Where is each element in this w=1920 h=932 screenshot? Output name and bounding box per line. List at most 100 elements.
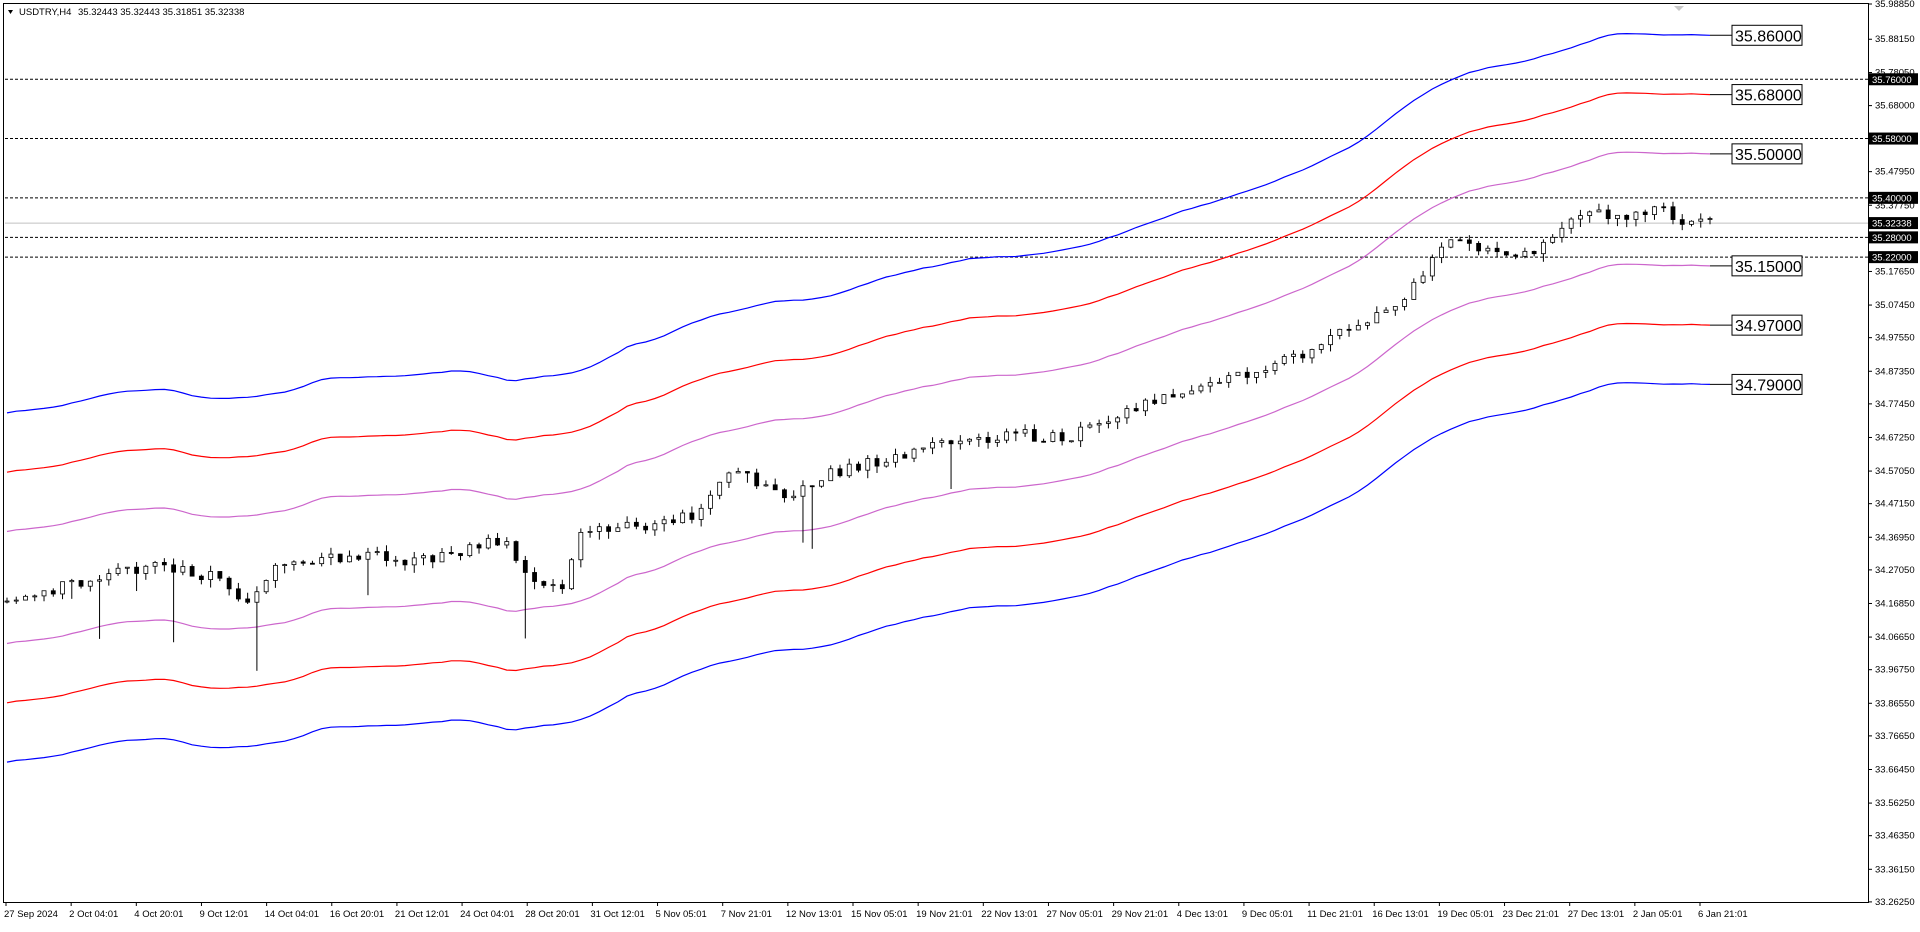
y-tick-label: 34.27050 xyxy=(1875,565,1915,576)
x-tick-label: 22 Nov 13:01 xyxy=(981,909,1038,920)
candle-body xyxy=(402,559,408,566)
symbol-label: USDTRY,H4 xyxy=(19,7,71,18)
candle-body xyxy=(226,577,232,590)
level-price-marker-box xyxy=(1869,231,1918,244)
y-tick-label: 35.17650 xyxy=(1875,266,1915,277)
candle xyxy=(994,434,1000,447)
candle-body xyxy=(1161,394,1167,404)
x-tick-label: 16 Dec 13:01 xyxy=(1372,909,1429,920)
x-tick-label: 29 Nov 21:01 xyxy=(1112,909,1169,920)
candle xyxy=(930,437,935,455)
candle-body xyxy=(4,600,10,603)
level-price-marker-box xyxy=(1869,73,1918,86)
x-tick-label: 5 Nov 05:01 xyxy=(656,909,707,920)
candle-body xyxy=(1513,254,1519,257)
candle xyxy=(1587,210,1593,223)
candle xyxy=(1707,216,1713,225)
candle xyxy=(522,555,528,639)
candle-body xyxy=(1309,349,1315,359)
candle-body xyxy=(680,512,686,524)
y-tick-label: 34.06650 xyxy=(1875,632,1915,643)
candle-body xyxy=(698,507,704,520)
candle-body xyxy=(208,571,214,580)
candle xyxy=(1652,205,1657,220)
candle-body xyxy=(902,454,908,459)
candle-body xyxy=(1578,215,1583,220)
candle-body xyxy=(69,580,75,583)
level-price-marker: 35.58000 xyxy=(1872,134,1912,145)
candle xyxy=(532,567,537,590)
y-tick-label: 34.36950 xyxy=(1875,532,1915,543)
candle xyxy=(115,563,121,576)
y-tick-label: 33.26250 xyxy=(1875,897,1915,908)
candle xyxy=(1392,306,1398,316)
candle xyxy=(1244,367,1250,385)
candle-body xyxy=(485,537,491,549)
candle xyxy=(291,560,297,571)
level-price-marker: 35.40000 xyxy=(1872,193,1912,204)
candle-body xyxy=(1031,429,1037,442)
level-price-marker: 35.76000 xyxy=(1872,75,1912,86)
candle-body xyxy=(1207,381,1213,387)
candle xyxy=(1466,235,1472,251)
candle-body xyxy=(23,595,28,601)
candle-body xyxy=(1133,408,1139,412)
candle xyxy=(1402,297,1407,311)
candle-body xyxy=(772,484,778,491)
candle xyxy=(1013,428,1019,442)
candle-body xyxy=(448,552,454,554)
price-axis[interactable]: 35.9885035.8815035.7805035.6800035.57950… xyxy=(1868,0,1915,908)
x-tick-label: 28 Oct 20:01 xyxy=(525,909,579,920)
candle xyxy=(745,471,750,483)
candle-body xyxy=(643,525,649,531)
candle xyxy=(809,485,815,549)
candle xyxy=(106,568,112,586)
band-line xyxy=(6,382,1711,763)
band-label: 35.86000 xyxy=(1735,28,1802,45)
time-axis[interactable]: 27 Sep 2024 2 Oct 04:01 4 Oct 20:01 9 Oct 1… xyxy=(4,902,1748,920)
scroll-marker-icon[interactable] xyxy=(1674,6,1684,11)
candle-body xyxy=(578,531,584,561)
candle xyxy=(661,515,667,532)
candle xyxy=(1337,328,1343,340)
candle-body xyxy=(365,551,371,560)
candle-body xyxy=(745,471,750,474)
candle-body xyxy=(1541,241,1546,255)
band-line xyxy=(6,92,1711,473)
x-tick-label: 6 Jan 21:01 xyxy=(1698,909,1748,920)
collapse-triangle-icon[interactable] xyxy=(8,10,13,14)
candle-body xyxy=(1041,440,1047,443)
candle xyxy=(134,561,139,592)
candle xyxy=(680,509,686,524)
candle-body xyxy=(1439,246,1444,258)
candle xyxy=(476,542,482,554)
candle-body xyxy=(809,485,815,488)
candle xyxy=(976,433,982,447)
candle-body xyxy=(328,553,334,558)
candle-body xyxy=(976,437,982,440)
candle xyxy=(1550,234,1556,244)
candle-body xyxy=(856,463,861,471)
candle-body xyxy=(87,580,93,587)
y-tick-label: 35.37750 xyxy=(1875,200,1915,211)
candle xyxy=(550,579,556,593)
candle-body xyxy=(1429,257,1435,277)
candle-body xyxy=(1291,353,1296,357)
band-label-box xyxy=(1731,24,1803,46)
x-tick-label: 27 Nov 05:01 xyxy=(1046,909,1103,920)
candle-body xyxy=(1466,239,1472,244)
candle-body xyxy=(115,567,121,574)
candle-body xyxy=(652,523,658,531)
candle-body xyxy=(1642,211,1648,215)
candle xyxy=(430,554,436,569)
x-tick-label: 4 Dec 13:01 xyxy=(1177,909,1228,920)
candle-body xyxy=(1661,206,1667,209)
candle xyxy=(569,557,574,591)
candle xyxy=(1207,376,1213,393)
candle xyxy=(754,468,760,490)
candle xyxy=(865,455,871,479)
candle-body xyxy=(1355,324,1361,331)
